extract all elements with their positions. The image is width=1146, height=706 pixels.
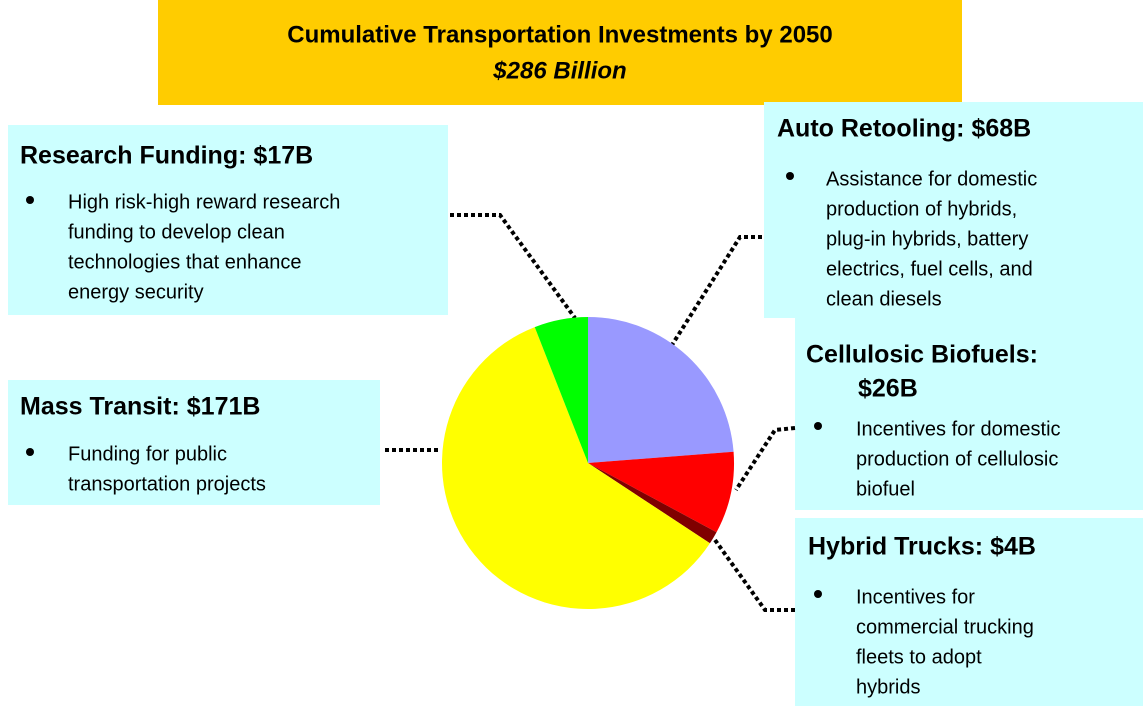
description: commercial trucking: [856, 616, 1034, 638]
value-label: $68B: [971, 115, 1031, 143]
connector: [734, 426, 796, 492]
description: transportation projects: [68, 473, 266, 495]
callout-box: [795, 318, 1143, 510]
description: High risk-high reward research: [68, 191, 340, 213]
pie-slice: [442, 327, 710, 609]
chart-subtitle: $286 Billion: [492, 57, 626, 84]
description: electrics, fuel cells, and: [826, 258, 1033, 280]
connector: [670, 235, 762, 347]
callout-box: [8, 125, 448, 315]
description: Funding for public: [68, 443, 227, 465]
description: biofuel: [856, 478, 915, 500]
bullet: [814, 422, 822, 430]
description: clean diesels: [826, 288, 942, 310]
category-label: Hybrid Trucks:: [808, 533, 983, 561]
description: technologies that enhance: [68, 251, 302, 273]
description: Assistance for domestic: [826, 168, 1037, 190]
value-label: $17B: [253, 142, 313, 170]
bullet: [26, 196, 34, 204]
value-label: $4B: [990, 533, 1036, 561]
category-label: Research Funding:: [20, 142, 246, 170]
pie-slice: [588, 463, 717, 544]
value-label: $171B: [187, 393, 261, 421]
title-box: [158, 0, 962, 105]
callout-box: [764, 102, 1143, 318]
value-label: $26B: [858, 375, 918, 403]
bullet: [786, 172, 794, 180]
description: Incentives for: [856, 586, 975, 608]
connector: [450, 213, 577, 320]
description: Incentives for domestic: [856, 418, 1061, 440]
category-label: Cellulosic Biofuels:: [806, 341, 1038, 369]
description: production of cellulosic: [856, 448, 1058, 470]
connector: [713, 538, 795, 612]
callout-box: [8, 380, 380, 505]
pie-slice: [588, 451, 734, 533]
pie-slice: [534, 317, 588, 463]
chart-title: Cumulative Transportation Investments by…: [287, 21, 833, 48]
bullet: [26, 448, 34, 456]
category-label: Auto Retooling:: [777, 115, 964, 143]
description: plug-in hybrids, battery: [826, 228, 1028, 250]
description: funding to develop clean: [68, 221, 285, 243]
description: energy security: [68, 281, 204, 303]
callout-box: [795, 518, 1143, 706]
category-label: Mass Transit:: [20, 393, 180, 421]
bullet: [814, 590, 822, 598]
description: fleets to adopt: [856, 646, 982, 668]
pie-slice: [588, 317, 734, 463]
description: hybrids: [856, 676, 920, 698]
description: production of hybrids,: [826, 198, 1017, 220]
